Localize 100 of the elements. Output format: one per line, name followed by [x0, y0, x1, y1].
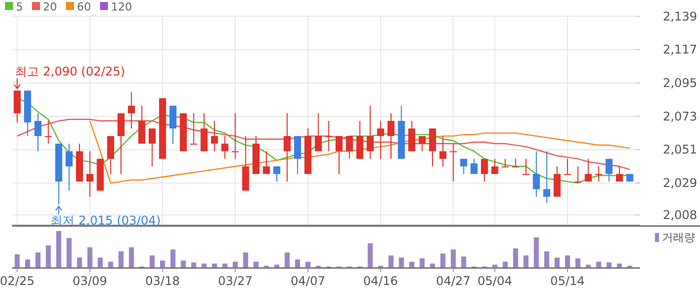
- legend-label: 120: [111, 0, 132, 14]
- annotation: 최고 2,090 (02/25): [15, 64, 126, 79]
- candlestick: [44, 120, 52, 144]
- candlestick: [346, 136, 353, 160]
- bar: [565, 255, 570, 268]
- bar: [295, 259, 300, 268]
- x-tick-label: 05/04: [478, 274, 512, 288]
- x-tick-label: 03/27: [218, 274, 253, 288]
- candlestick: [294, 136, 302, 174]
- y-tick-label: 2,139: [662, 9, 698, 24]
- bar: [76, 258, 82, 268]
- bar: [118, 251, 124, 268]
- candlestick: [532, 150, 540, 198]
- bar: [25, 259, 30, 268]
- x-tick-label: 05/14: [550, 274, 585, 288]
- legend-label: 60: [77, 0, 91, 14]
- bar: [108, 262, 114, 268]
- candlestick: [616, 166, 623, 182]
- candlestick: [584, 158, 592, 182]
- candlestick: [450, 143, 457, 182]
- candlestick: [522, 158, 530, 175]
- bar: [575, 258, 580, 268]
- bar: [98, 258, 103, 268]
- candlestick: [128, 92, 135, 129]
- bar: [305, 262, 310, 268]
- candlestick: [169, 105, 176, 144]
- bar: [274, 264, 280, 268]
- bar: [87, 247, 92, 268]
- candlestick: [512, 158, 520, 168]
- x-tick-label: 02/25: [0, 274, 34, 288]
- x-tick-label: 03/09: [72, 274, 108, 288]
- legend-label: 5: [16, 0, 23, 14]
- candlestick: [377, 120, 384, 160]
- bar: [450, 250, 456, 268]
- candlestick: [491, 158, 498, 174]
- bar: [596, 262, 602, 268]
- bar: [606, 262, 612, 268]
- bar: [243, 252, 248, 268]
- legend-label: 거래량: [662, 231, 695, 244]
- bar: [128, 247, 134, 268]
- bar: [14, 254, 20, 268]
- candlestick: [200, 112, 208, 152]
- annotation: 최저 2,015 (03/04): [50, 213, 161, 228]
- legend-label: 20: [43, 0, 57, 14]
- bar: [534, 237, 539, 268]
- bar: [616, 264, 622, 268]
- x-tick-label: 04/27: [436, 274, 471, 288]
- bar: [492, 264, 498, 268]
- bar: [191, 262, 196, 268]
- bar: [170, 250, 176, 268]
- bar: [284, 252, 290, 268]
- y-tick-label: 2,117: [662, 42, 698, 57]
- bar: [409, 262, 414, 268]
- bar: [430, 264, 436, 268]
- bar: [544, 251, 550, 268]
- candlestick: [118, 112, 125, 174]
- y-tick-label: 2,095: [662, 76, 698, 90]
- candlestick: [273, 166, 280, 182]
- bar: [523, 255, 528, 268]
- candlestick: [356, 120, 364, 160]
- y-tick-label: 2,008: [662, 208, 698, 222]
- candlestick: [574, 166, 582, 183]
- bar: [440, 254, 446, 268]
- bar: [150, 255, 155, 268]
- line-series: [89, 120, 630, 184]
- candlestick: [470, 158, 478, 174]
- candlestick: [543, 150, 550, 204]
- x-tick-label: 03/18: [145, 274, 180, 288]
- candlestick: [418, 136, 426, 152]
- bar: [398, 258, 404, 268]
- bar: [232, 262, 238, 268]
- bar: [513, 248, 518, 268]
- candlestick: [221, 136, 228, 160]
- x-tick-label: 04/07: [290, 274, 326, 288]
- bar: [160, 260, 166, 268]
- candlestick: [34, 112, 42, 152]
- candlestick: [262, 150, 270, 174]
- candlestick: [408, 120, 416, 152]
- bar: [180, 260, 186, 268]
- bar: [368, 243, 373, 268]
- candlestick: [14, 90, 21, 123]
- candlestick: [210, 120, 218, 152]
- bar: [554, 258, 560, 268]
- candlestick: [86, 150, 94, 198]
- candlestick: [314, 112, 322, 152]
- candlestick: [606, 158, 613, 182]
- bar: [46, 245, 51, 268]
- bar: [66, 238, 72, 268]
- bar: [212, 264, 217, 268]
- bar: [461, 256, 466, 268]
- y-tick-label: 2,029: [662, 176, 698, 190]
- candlestick: [480, 158, 488, 182]
- bar: [254, 262, 259, 268]
- candlestick: [554, 166, 561, 198]
- candlestick: [138, 105, 146, 144]
- candlestick: [232, 112, 239, 160]
- x-tick-label: 04/16: [363, 274, 398, 288]
- candlestick: [429, 128, 436, 167]
- bar: [202, 264, 207, 268]
- candlestick: [564, 158, 572, 175]
